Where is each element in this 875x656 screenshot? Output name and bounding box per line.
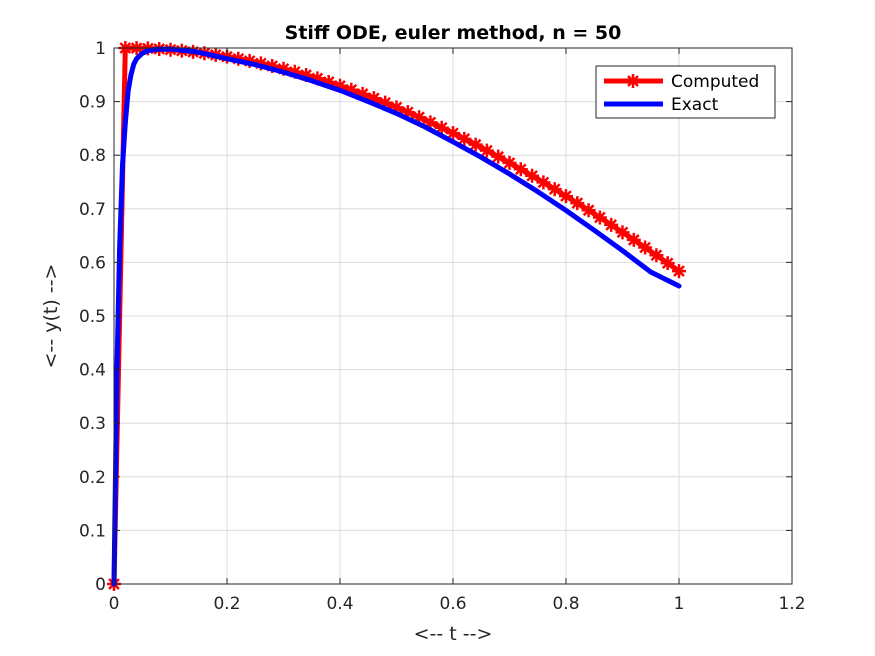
computed-point <box>638 240 653 255</box>
ticks: 0 0.2 0.4 0.6 0.8 1 1.2 0 0.1 0.2 0.3 0.4 0.5 0.6 0.7 0… <box>79 39 806 614</box>
y-tick-label: 0.8 <box>79 146 106 166</box>
y-tick-label: 1 <box>95 39 106 59</box>
exact-series-line <box>111 46 682 587</box>
computed-point <box>378 95 393 110</box>
computed-point <box>615 225 630 240</box>
y-tick-label: 0.4 <box>79 361 106 381</box>
legend: Computed Exact <box>595 65 776 119</box>
y-tick-label: 0.7 <box>79 200 106 220</box>
computed-point <box>400 105 415 120</box>
computed-point <box>547 182 562 197</box>
computed-point <box>333 78 347 93</box>
computed-point <box>276 61 291 76</box>
x-tick-label: 1.2 <box>778 594 805 614</box>
series-layer <box>107 41 686 591</box>
y-axis-label: <-- y(t) --> <box>40 264 62 369</box>
x-tick-label: 1 <box>674 594 685 614</box>
y-tick-label: 0.1 <box>79 521 106 541</box>
x-tick-label: 0.2 <box>213 594 240 614</box>
computed-point <box>592 210 607 225</box>
computed-point <box>355 86 370 101</box>
computed-point <box>446 126 460 141</box>
computed-point <box>649 248 664 263</box>
computed-point <box>423 115 438 130</box>
computed-point <box>660 256 675 271</box>
computed-point <box>581 203 596 218</box>
computed-point <box>672 264 686 279</box>
legend-computed-marker <box>626 74 640 88</box>
y-tick-label: 0 <box>95 575 106 595</box>
x-tick-label: 0.4 <box>326 594 353 614</box>
x-tick-label: 0.8 <box>552 594 579 614</box>
computed-point <box>457 131 472 146</box>
computed-point <box>536 175 551 190</box>
legend-exact-label: Exact <box>671 95 719 115</box>
legend-box <box>595 65 776 119</box>
computed-point <box>626 232 641 247</box>
computed-point <box>321 74 336 89</box>
y-tick-label: 0.3 <box>79 414 106 434</box>
chart-title: Stiff ODE, euler method, n = 50 <box>285 22 622 44</box>
computed-point <box>559 189 573 204</box>
computed-point <box>479 143 494 158</box>
y-tick-label: 0.2 <box>79 468 106 488</box>
legend-computed-label: Computed <box>671 72 759 92</box>
x-axis-label: <-- t --> <box>414 623 493 645</box>
computed-point <box>570 196 585 211</box>
computed-point <box>434 120 449 135</box>
computed-point <box>468 137 483 152</box>
computed-point <box>287 64 302 79</box>
computed-point <box>502 155 517 170</box>
y-tick-label: 0.6 <box>79 253 106 273</box>
computed-point <box>525 168 540 183</box>
computed-point <box>513 162 528 177</box>
computed-point <box>604 217 619 232</box>
y-tick-label: 0.9 <box>79 93 106 113</box>
computed-point <box>299 68 314 83</box>
computed-point <box>389 100 404 115</box>
computed-point <box>366 91 381 106</box>
computed-point <box>491 149 506 164</box>
x-tick-label: 0.6 <box>439 594 466 614</box>
computed-point <box>310 71 325 86</box>
computed-point <box>265 58 280 73</box>
computed-point <box>344 82 359 97</box>
computed-point <box>412 110 427 125</box>
computed-point <box>253 56 268 71</box>
x-tick-label: 0 <box>109 594 120 614</box>
y-tick-label: 0.5 <box>79 307 106 327</box>
